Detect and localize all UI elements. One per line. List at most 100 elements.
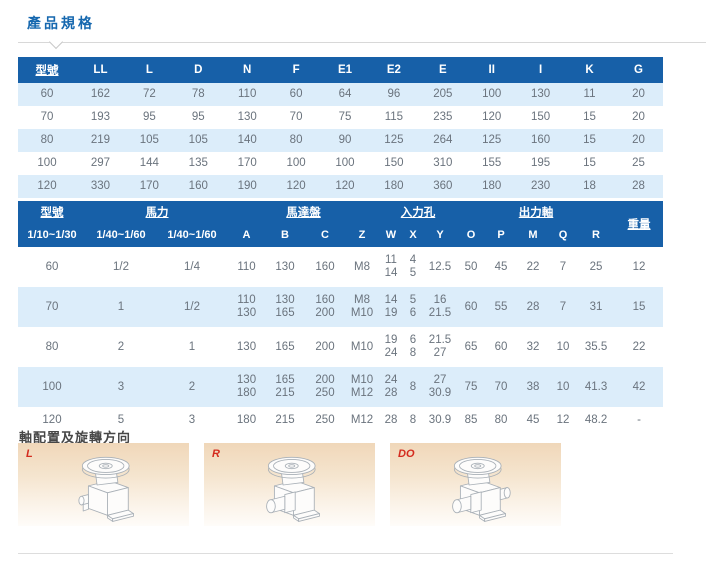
table-cell: 100 — [335, 157, 355, 169]
table-cell: 170 — [237, 157, 257, 169]
dimension-table-header: 型號 LL L D N F E1 E2 E II I K G — [18, 57, 663, 83]
panel-label-l: L — [26, 448, 33, 460]
table-cell: 140 — [237, 134, 257, 146]
table-cell: 130 180 — [236, 374, 257, 399]
table-cell: 15 — [583, 157, 596, 169]
column-header: 入力孔 — [379, 201, 457, 222]
table-cell: 12 — [556, 414, 570, 426]
shaft-config-panel-r: R — [204, 443, 375, 526]
table-row: 80 219 105 105 140 80 90 125 264 125 160 15 20 — [18, 129, 663, 152]
column-header: B — [265, 222, 305, 247]
table-cell: 19 24 — [384, 334, 398, 359]
table-cell: 80 — [289, 134, 303, 146]
table-cell: 219 — [90, 134, 111, 146]
table-cell: 28 — [632, 180, 645, 192]
table-row: 100 3 2 130 180 165 215 200 250 M10 M12 24 28 8 2… — [18, 367, 664, 407]
column-header: 1/10~1/30 — [18, 222, 86, 247]
table-cell: 180 — [482, 180, 502, 192]
bottom-divider — [18, 553, 673, 554]
table-cell: 1/2 — [113, 260, 129, 273]
table-cell: M12 — [350, 414, 374, 426]
table-row: 70 1 1/2 110 130 130 165 160 200 M8 M10 14 19 5 … — [18, 287, 664, 327]
table-cell: - — [637, 414, 641, 426]
table-cell: 1/4 — [184, 260, 200, 273]
table-cell: 65 — [464, 340, 478, 353]
shaft-config-panels: L R DO — [18, 443, 561, 526]
column-header: C — [305, 222, 345, 247]
table-cell: 8 — [409, 380, 417, 393]
table-cell: 100 — [37, 157, 57, 169]
table-cell: 135 — [188, 157, 208, 169]
table-cell: 2 — [117, 340, 125, 353]
table-cell: 27 30.9 — [428, 374, 452, 399]
table-cell: 1 — [117, 300, 125, 313]
column-header: F — [271, 57, 321, 83]
table-cell: 95 — [191, 111, 205, 123]
table-cell: 190 — [237, 180, 257, 192]
table-cell: 235 — [433, 111, 453, 123]
table-row: 80 2 1 130 165 200 M10 19 24 6 8 21.5 27 65 60 32 10 3… — [18, 327, 663, 367]
shaft-config-panel-do: DO — [390, 443, 561, 526]
table-cell: 3 — [117, 380, 125, 393]
gearmotor-right-shaft-drawing — [265, 456, 320, 522]
table-cell: 80 — [494, 414, 508, 426]
column-header: E2 — [369, 57, 419, 83]
table-cell: 100 — [286, 157, 306, 169]
column-header: 1/40~1/60 — [156, 222, 228, 247]
table-cell: 1 — [188, 340, 196, 353]
column-header: P — [485, 222, 517, 247]
table-cell: 42 — [632, 380, 646, 393]
table-cell: 215 — [275, 414, 295, 426]
table-cell: 170 — [139, 180, 159, 192]
table-cell: 155 — [482, 157, 502, 169]
table-row: 120 5 3 180 215 250 M12 28 8 30.9 85 80 45 12 48.2 - — [18, 407, 663, 434]
column-header: M — [517, 222, 549, 247]
table-cell: 31 — [589, 300, 603, 313]
column-header: Z — [345, 222, 379, 247]
table-cell: 120 — [37, 180, 57, 192]
gearmotor-left-shaft-drawing — [77, 456, 134, 522]
table-cell: 150 — [384, 157, 404, 169]
column-header: 出力軸 — [457, 201, 616, 222]
table-cell: 10 — [556, 340, 570, 353]
table-cell: 110 — [237, 260, 256, 273]
table-cell: 120 — [482, 111, 502, 123]
table-cell: 7 — [559, 300, 567, 313]
table-cell: 7 — [559, 260, 567, 273]
table-cell: 160 — [188, 180, 208, 192]
column-header: D — [173, 57, 223, 83]
table-cell: 45 — [494, 260, 508, 273]
dimension-table: 型號 LL L D N F E1 E2 E II I K G 60 162 72 78 110 60 64 96 205… — [18, 57, 663, 198]
table-cell: 160 — [315, 260, 335, 273]
table-cell: 96 — [387, 88, 401, 100]
table-cell: 28 — [526, 300, 540, 313]
table-cell: 21.5 27 — [428, 334, 452, 359]
table-cell: 130 — [531, 88, 551, 100]
table-cell: M10 — [350, 340, 374, 353]
table-cell: 60 — [289, 88, 303, 100]
table-cell: 10 — [556, 380, 570, 393]
table-cell: 130 — [237, 111, 257, 123]
table-cell: 20 — [632, 111, 645, 123]
table-cell: 15 — [632, 300, 646, 313]
table-cell: 195 — [531, 157, 551, 169]
table-cell: 55 — [494, 300, 508, 313]
table-cell: 12.5 — [428, 260, 452, 273]
table-cell: 48.2 — [584, 414, 608, 426]
table-row: 120 330 170 160 190 120 120 180 360 180 230 18 28 — [18, 175, 663, 198]
table-cell: 70 — [289, 111, 303, 123]
column-header: E — [418, 57, 468, 83]
power-spec-table-header: 型號 馬力 馬達盤 入力孔 出力軸 重量 1/10~1/30 1/40~1/60 1/40~1/… — [18, 201, 664, 247]
table-cell: 20 — [632, 88, 645, 100]
table-cell: 80 — [40, 134, 54, 146]
table-cell: 45 — [526, 414, 540, 426]
table-cell: 64 — [338, 88, 352, 100]
column-header: LL — [76, 57, 125, 83]
table-cell: 35.5 — [584, 340, 608, 353]
column-header: X — [403, 222, 423, 247]
table-cell: M8 — [354, 260, 370, 273]
table-cell: 95 — [142, 111, 156, 123]
table-cell: 310 — [433, 157, 453, 169]
dimension-table-body: 60 162 72 78 110 60 64 96 205 100 130 11 20 70 193 95 95… — [18, 83, 663, 198]
